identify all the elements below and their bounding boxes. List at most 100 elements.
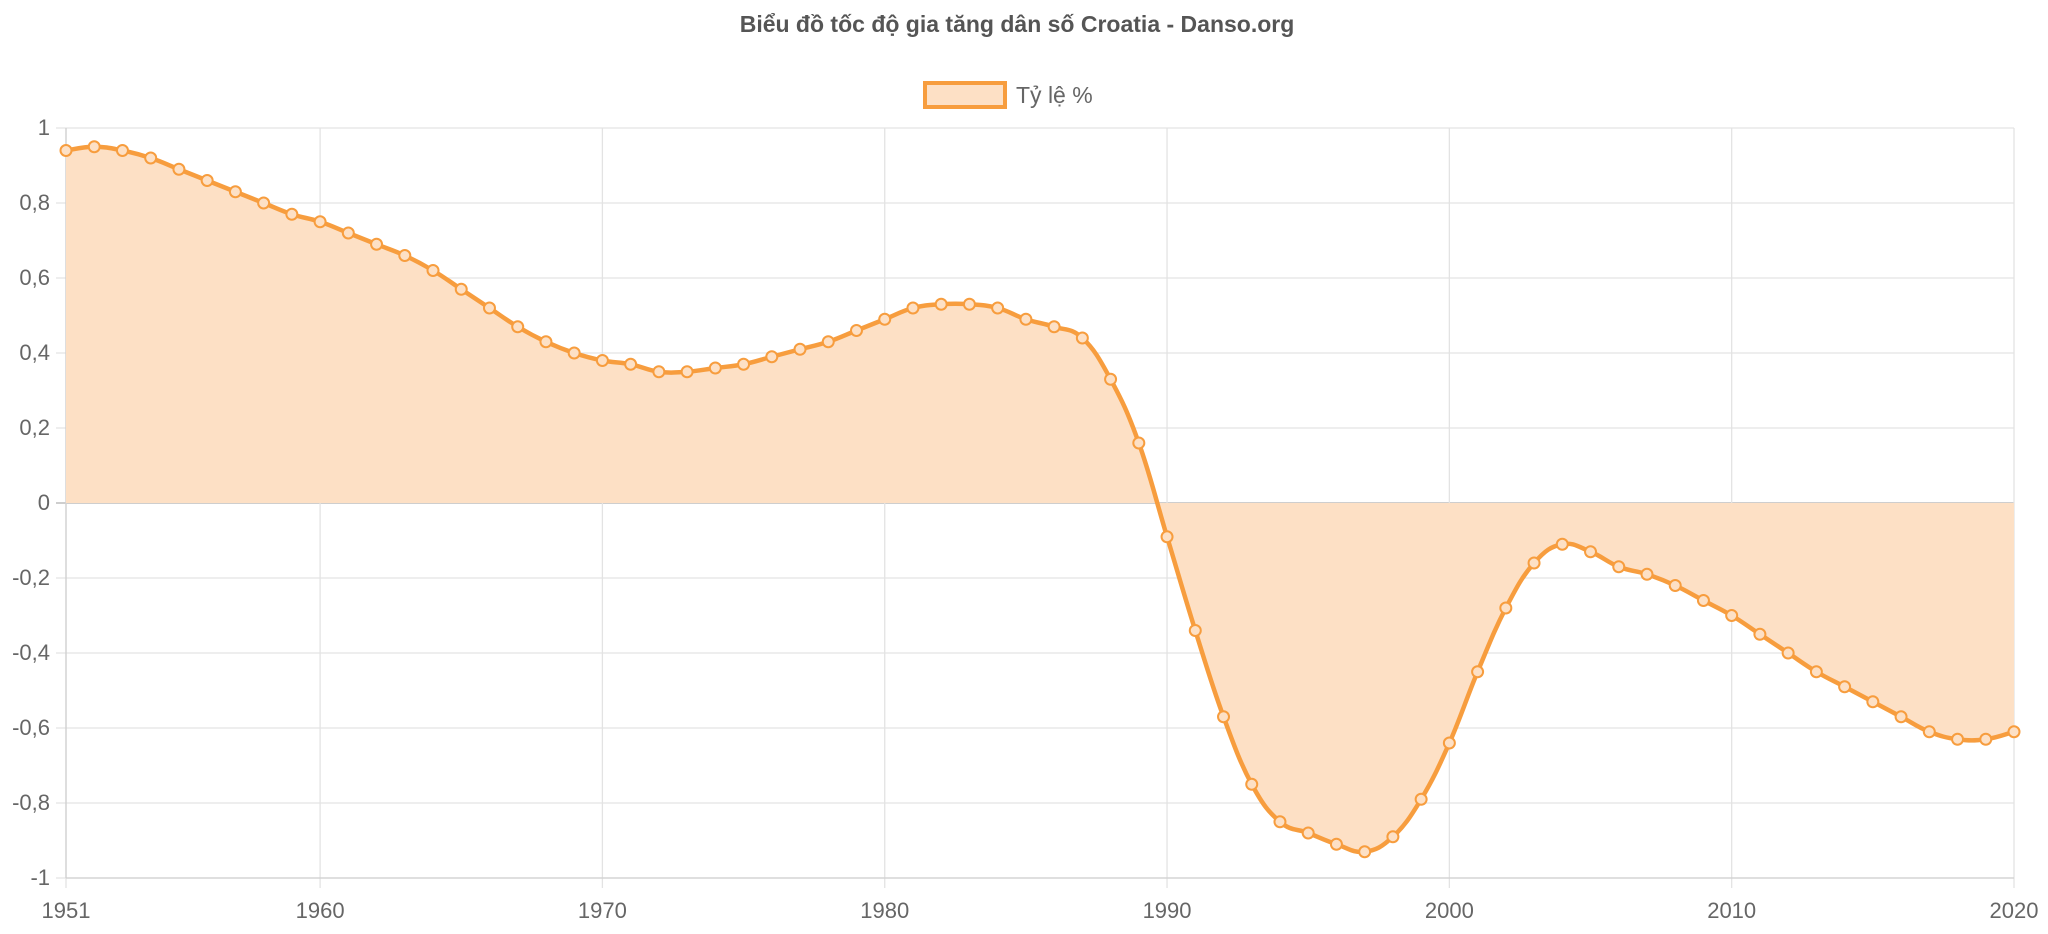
data-point[interactable] — [87, 140, 101, 154]
data-point[interactable] — [426, 264, 440, 277]
data-point[interactable] — [1075, 331, 1089, 345]
data-point[interactable] — [906, 301, 920, 315]
data-point[interactable] — [1358, 845, 1372, 859]
data-point[interactable] — [285, 207, 299, 221]
data-point[interactable] — [1132, 436, 1146, 450]
y-tick-label: 1 — [38, 115, 50, 140]
data-point[interactable] — [765, 350, 779, 364]
data-point[interactable] — [1245, 777, 1259, 791]
data-point[interactable] — [398, 249, 412, 262]
data-point[interactable] — [1809, 665, 1823, 679]
legend[interactable]: Tỷ lệ % — [923, 81, 1093, 109]
y-tick-label: -0,6 — [12, 715, 50, 740]
data-point[interactable] — [144, 151, 158, 165]
data-point[interactable] — [878, 312, 892, 326]
data-point[interactable] — [341, 226, 355, 240]
y-tick-label: 0,6 — [19, 265, 50, 290]
data-point[interactable] — [849, 324, 863, 337]
data-point[interactable] — [737, 357, 751, 371]
data-point[interactable] — [482, 301, 496, 315]
x-tick-label: 2020 — [1990, 898, 2039, 923]
data-point[interactable] — [962, 297, 976, 311]
data-point[interactable] — [172, 162, 186, 176]
data-point[interactable] — [1922, 725, 1936, 739]
data-point[interactable] — [1725, 609, 1739, 622]
data-point[interactable] — [1499, 601, 1513, 615]
data-point[interactable] — [1894, 710, 1908, 724]
data-point[interactable] — [539, 335, 553, 349]
data-point[interactable] — [1047, 320, 1061, 334]
data-point[interactable] — [228, 185, 242, 199]
data-point[interactable] — [1527, 556, 1541, 570]
data-point[interactable] — [1612, 560, 1626, 574]
y-tick-label: 0,4 — [19, 340, 50, 365]
data-point[interactable] — [1838, 680, 1852, 694]
y-tick-label: 0 — [38, 490, 50, 515]
x-tick-label: 1960 — [296, 898, 345, 923]
x-tick-label: 2000 — [1425, 898, 1474, 923]
data-point[interactable] — [1442, 736, 1456, 750]
data-point[interactable] — [1979, 732, 1993, 746]
data-point[interactable] — [1160, 530, 1174, 544]
data-point[interactable] — [1555, 537, 1569, 551]
data-point[interactable] — [1188, 624, 1202, 637]
y-tick-label: -1 — [30, 865, 50, 890]
data-point[interactable] — [511, 320, 525, 334]
data-point[interactable] — [313, 215, 327, 229]
y-tick-label: -0,2 — [12, 565, 50, 590]
data-point[interactable] — [59, 144, 73, 157]
data-point[interactable] — [595, 354, 609, 367]
x-axis-ticks: 1951 1960 1970 1980 1990 2000 2010 2020 — [42, 898, 2039, 923]
data-point[interactable] — [624, 357, 638, 371]
data-point[interactable] — [1301, 826, 1315, 840]
data-point[interactable] — [821, 335, 835, 349]
data-point[interactable] — [1019, 312, 1033, 326]
x-tick-label: 1970 — [578, 898, 627, 923]
y-tick-label: -0,8 — [12, 790, 50, 815]
data-point[interactable] — [1951, 732, 1965, 746]
data-point[interactable] — [1866, 695, 1880, 709]
plot-area — [63, 144, 2017, 855]
data-point[interactable] — [257, 196, 271, 210]
data-point[interactable] — [708, 361, 722, 375]
y-tick-label: -0,4 — [12, 640, 50, 665]
data-point[interactable] — [934, 297, 948, 311]
y-tick-label: 0,2 — [19, 415, 50, 440]
data-point[interactable] — [1414, 792, 1428, 806]
x-tick-label: 1980 — [860, 898, 909, 923]
data-point[interactable] — [1329, 837, 1343, 851]
data-point[interactable] — [454, 282, 468, 296]
data-point[interactable] — [200, 174, 214, 187]
data-point[interactable] — [1640, 567, 1654, 581]
legend-label[interactable]: Tỷ lệ % — [1016, 82, 1093, 108]
data-point[interactable] — [1753, 627, 1767, 641]
data-point[interactable] — [2007, 725, 2021, 739]
data-point[interactable] — [370, 237, 384, 251]
data-point[interactable] — [115, 144, 129, 157]
data-point[interactable] — [1668, 579, 1682, 592]
legend-swatch[interactable] — [923, 81, 1007, 109]
data-point[interactable] — [1471, 665, 1485, 679]
chart-title: Biểu đồ tốc độ gia tăng dân số Croatia -… — [740, 11, 1295, 37]
data-point[interactable] — [1104, 372, 1118, 386]
data-point[interactable] — [1273, 815, 1287, 829]
x-tick-label: 1990 — [1143, 898, 1192, 923]
data-point[interactable] — [1217, 710, 1231, 724]
series-area-fill — [66, 146, 2014, 853]
data-point[interactable] — [793, 342, 807, 356]
data-point[interactable] — [1781, 646, 1795, 660]
data-point[interactable] — [680, 365, 694, 379]
x-tick-label: 1951 — [42, 898, 91, 923]
data-points — [59, 140, 2021, 859]
data-point[interactable] — [1386, 830, 1400, 844]
x-tick-label: 2010 — [1707, 898, 1756, 923]
data-point[interactable] — [567, 346, 581, 360]
data-point[interactable] — [1584, 545, 1598, 559]
y-axis-ticks: 1 0,8 0,6 0,4 0,2 0 -0,2 -0,4 -0,6 -0,8 -1 — [12, 115, 50, 890]
y-tick-label: 0,8 — [19, 190, 50, 215]
data-point[interactable] — [652, 365, 666, 379]
data-point[interactable] — [1696, 594, 1710, 607]
data-point[interactable] — [991, 301, 1005, 315]
